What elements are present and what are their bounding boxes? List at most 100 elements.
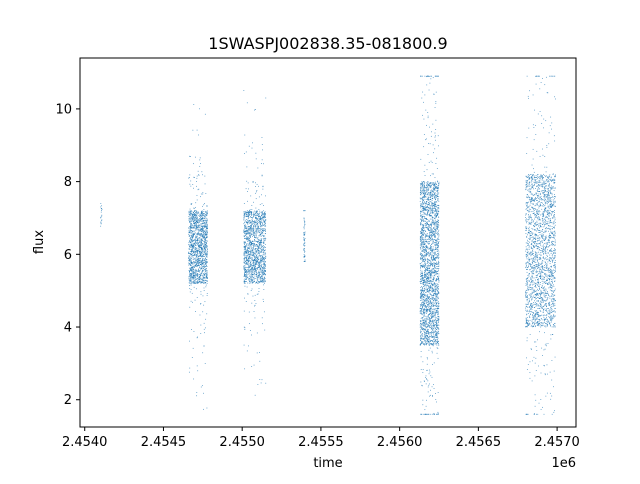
data-point xyxy=(425,209,427,211)
data-point xyxy=(262,186,264,188)
data-point xyxy=(420,233,422,234)
data-point xyxy=(437,307,439,309)
data-point xyxy=(193,267,195,269)
data-point xyxy=(203,265,205,267)
data-point xyxy=(204,260,206,261)
data-point xyxy=(431,225,432,227)
data-point xyxy=(256,251,257,253)
data-point xyxy=(261,174,263,176)
data-point xyxy=(189,221,191,223)
data-point xyxy=(194,241,196,243)
data-point xyxy=(423,259,425,261)
data-point xyxy=(198,248,200,250)
data-point xyxy=(251,222,253,224)
data-point xyxy=(256,244,258,246)
data-point xyxy=(259,218,260,220)
data-point xyxy=(253,233,255,234)
data-point xyxy=(202,263,204,265)
data-point xyxy=(256,262,258,264)
data-point xyxy=(249,214,250,216)
data-point xyxy=(436,240,437,242)
data-point xyxy=(192,231,194,233)
data-point xyxy=(251,226,252,228)
data-point xyxy=(260,236,262,237)
data-point xyxy=(422,404,424,406)
data-point xyxy=(190,238,191,240)
data-point xyxy=(199,255,200,257)
data-point xyxy=(243,211,245,213)
data-point xyxy=(252,280,254,282)
data-point xyxy=(189,246,191,248)
data-point xyxy=(244,235,245,237)
data-point xyxy=(101,214,103,216)
data-point xyxy=(197,226,199,228)
data-point xyxy=(199,240,201,242)
data-point xyxy=(196,175,198,177)
data-point xyxy=(429,321,431,323)
data-point xyxy=(438,253,440,255)
data-point xyxy=(429,233,431,235)
data-point xyxy=(430,286,432,288)
data-point xyxy=(427,274,428,276)
data-point xyxy=(189,155,190,157)
data-point xyxy=(264,250,265,252)
data-point xyxy=(252,274,254,276)
data-point xyxy=(437,219,439,221)
data-point xyxy=(194,156,196,158)
data-point xyxy=(248,251,250,252)
data-point xyxy=(206,212,208,214)
data-point xyxy=(244,242,246,244)
data-point xyxy=(243,282,245,284)
data-point xyxy=(189,280,191,282)
data-point xyxy=(195,245,197,246)
data-point xyxy=(423,338,424,340)
data-point xyxy=(433,342,435,344)
data-point xyxy=(434,226,436,228)
data-point xyxy=(429,224,430,226)
data-point xyxy=(203,223,205,224)
data-point xyxy=(200,274,201,276)
data-point xyxy=(438,281,440,283)
data-point xyxy=(432,311,434,313)
data-point xyxy=(433,234,435,236)
data-point xyxy=(249,266,251,268)
data-point xyxy=(421,341,423,343)
data-point xyxy=(260,217,262,219)
data-point xyxy=(248,257,250,259)
data-point xyxy=(264,230,265,232)
data-point xyxy=(429,232,431,233)
data-point xyxy=(261,217,263,219)
data-point xyxy=(254,278,256,279)
data-point xyxy=(251,275,253,277)
data-point xyxy=(194,234,195,235)
data-point xyxy=(432,207,434,209)
data-point xyxy=(434,331,436,333)
data-point xyxy=(260,276,262,278)
data-point xyxy=(188,212,190,214)
data-point xyxy=(436,221,437,223)
data-point xyxy=(426,254,427,256)
data-point xyxy=(420,308,422,309)
data-point xyxy=(420,342,422,344)
data-point xyxy=(255,226,257,228)
data-point xyxy=(429,287,431,289)
data-point xyxy=(249,330,251,331)
data-point xyxy=(250,264,252,266)
data-point xyxy=(245,276,247,278)
data-point xyxy=(431,287,433,289)
data-point xyxy=(195,238,196,240)
data-point xyxy=(204,233,206,235)
data-point xyxy=(247,245,249,246)
data-point xyxy=(261,229,263,231)
data-point xyxy=(425,338,427,340)
data-point xyxy=(422,282,424,284)
data-point xyxy=(259,261,261,263)
data-point xyxy=(244,275,245,277)
data-point xyxy=(435,129,437,130)
data-point xyxy=(262,270,264,272)
data-point xyxy=(200,215,202,216)
data-point xyxy=(423,215,425,217)
data-point xyxy=(419,231,421,232)
data-point xyxy=(194,254,196,255)
data-point xyxy=(434,210,436,212)
